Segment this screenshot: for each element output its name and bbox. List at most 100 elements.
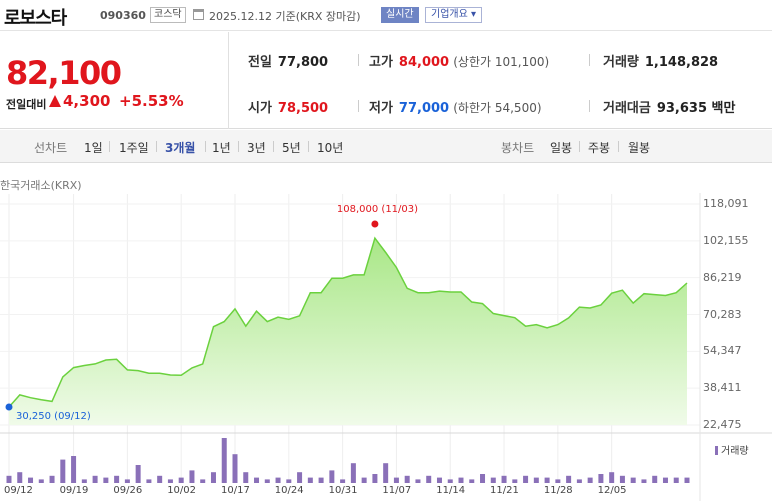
current-price: 82,100 [6,54,122,92]
volume-bar [264,479,270,483]
volume-bar [167,479,173,483]
x-tick-label: 09/26 [113,485,143,496]
prev-close-cell: 전일 77,800 [248,55,329,70]
x-tick-label: 11/28 [543,485,573,496]
company-info-dropdown[interactable]: 기업개요 ▾ [425,7,482,23]
x-tick-label: 11/14 [436,485,466,496]
tab-daily[interactable]: 일봉 [550,141,573,155]
volume-bar [415,479,421,483]
stock-code: 090360 [100,9,146,22]
change-value: 4,300 [63,92,111,110]
x-tick-label: 10/17 [221,485,250,496]
change-label: 전일대비 [6,98,47,111]
x-tick-label: 09/12 [4,485,33,496]
divider [273,141,274,152]
volume-bar [652,475,658,483]
divider [228,32,229,129]
chart-source: 한국거래소(KRX) [0,179,82,192]
base-date: 2025.12.12 기준(KRX 장마감) [209,10,361,23]
x-tick-label: 09/19 [59,485,89,496]
low-cell: 저가 77,000 (하한가 54,500) [369,101,542,116]
y-tick-label: 54,347 [703,344,742,358]
volume-bar [103,477,109,483]
divider [238,141,239,152]
volume-bar [587,477,593,483]
price-summary: 82,100 전일대비 4,300 +5.53% 전일 77,800 시가 78,5… [0,32,772,129]
volume-bar [307,477,313,483]
tab-5y[interactable]: 5년 [282,141,301,155]
volume-bar [114,475,120,483]
volume-bar [329,470,335,483]
volume-bar [533,477,539,483]
change-percent: +5.53% [119,92,184,110]
volume-bar [404,475,410,483]
volume-bar [318,477,324,483]
volume-bar [458,477,464,483]
volume-bar [544,477,550,483]
volume-bar [254,477,260,483]
volume-bar [490,477,496,483]
tab-1d[interactable]: 1일 [84,141,103,155]
volume-bar [641,479,647,483]
candle-chart-label: 봉차트 [501,141,535,155]
y-tick-label: 118,091 [703,197,749,210]
volume-bar [619,475,625,483]
volume-bar [383,463,389,483]
x-tick-label: 10/02 [167,485,197,496]
price-area [9,238,687,425]
stock-name: 로보스타 [4,8,67,29]
volume-bar [436,477,442,483]
amount-cell: 거래대금 93,635 백만 [603,101,736,116]
tab-3y[interactable]: 3년 [247,141,266,155]
volume-bar [38,479,44,483]
divider [308,141,309,152]
tab-weekly[interactable]: 주봉 [588,141,611,155]
tab-1w[interactable]: 1주일 [119,141,149,155]
volume-bar [662,477,668,483]
divider [618,141,619,152]
volume-bar [81,479,87,483]
volume-bar [49,475,55,483]
volume-bar [523,475,529,483]
volume-bar [210,472,216,483]
volume-cell: 거래량 1,148,828 [603,55,719,70]
volume-bar [576,479,582,483]
realtime-button[interactable]: 실시간 [381,7,419,23]
divider [589,54,590,66]
volume-bar [340,479,346,483]
tab-3m[interactable]: 3개월 [165,141,196,155]
divider [579,141,580,152]
open-cell: 시가 78,500 [248,101,329,116]
volume-bar [361,477,367,483]
volume-bar [200,479,206,483]
market-badge: 코스닥 [150,7,186,23]
min-point [5,403,13,411]
divider [109,141,110,152]
tab-monthly[interactable]: 월봉 [628,141,651,155]
y-tick-label: 70,283 [703,307,742,321]
tab-10y[interactable]: 10년 [317,141,344,155]
y-tick-label: 102,155 [703,233,749,247]
x-tick-label: 10/31 [328,485,358,496]
volume-bar [178,477,184,483]
volume-bar [221,438,227,483]
volume-bar [189,470,195,483]
period-tabs: 선차트 1일 1주일 3개월 1년 3년 5년 10년 봉차트 일봉 주봉 월봉 [0,130,772,163]
min-price-label: 30,250 (09/12) [16,411,91,423]
volume-bar [555,479,561,483]
volume-bar [275,477,281,483]
volume-bar [350,463,356,483]
calendar-icon [193,9,204,20]
volume-bar [447,479,453,483]
x-tick-label: 11/07 [382,485,412,496]
volume-legend: 거래량 [715,442,749,457]
max-price-label: 108,000 (11/03) [336,204,419,215]
volume-bar [480,474,486,483]
volume-bar [512,479,518,483]
volume-bar [71,456,77,483]
volume-bar [393,477,399,483]
tab-1y[interactable]: 1년 [212,141,231,155]
divider [589,100,590,112]
volume-bar [566,475,572,483]
volume-bar [232,454,238,483]
